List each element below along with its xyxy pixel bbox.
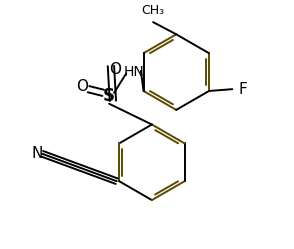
Text: HN: HN — [123, 65, 144, 79]
Text: CH₃: CH₃ — [141, 4, 165, 17]
Text: O: O — [109, 62, 121, 77]
Text: F: F — [238, 82, 247, 97]
Text: O: O — [76, 79, 88, 94]
Text: S: S — [103, 87, 115, 106]
Text: N: N — [32, 146, 43, 161]
